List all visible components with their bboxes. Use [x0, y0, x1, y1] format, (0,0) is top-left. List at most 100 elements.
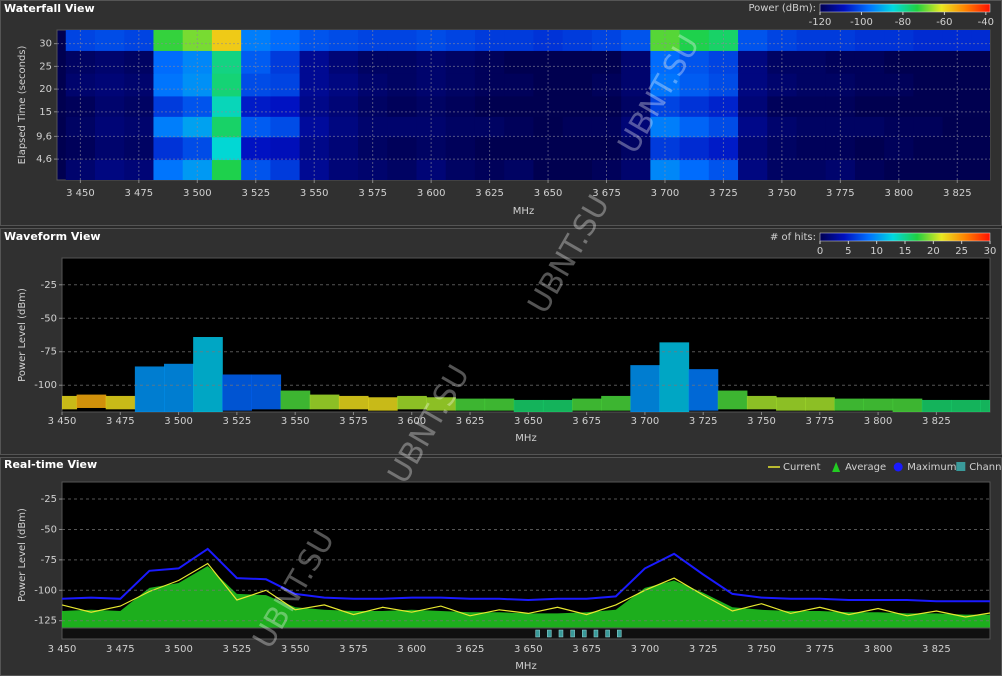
density-band	[688, 369, 719, 411]
heat-cell	[445, 159, 476, 180]
x-tick-label: 3 825	[922, 644, 951, 655]
x-tick-label: 3 675	[572, 416, 601, 427]
heat-cell	[562, 50, 593, 74]
heat-cell	[854, 116, 885, 138]
heat-cell	[504, 30, 534, 51]
heat-cell	[445, 73, 476, 97]
heat-cell	[591, 73, 622, 97]
y-tick-label: -25	[41, 494, 57, 505]
heat-cell	[854, 50, 885, 74]
heat-cell	[153, 30, 184, 51]
legend-label: Average	[845, 462, 886, 473]
heat-cell	[241, 73, 271, 97]
heat-cell	[825, 73, 856, 97]
chart: Real-time View MHz Power Level (dBm) 3 450 3…	[4, 458, 1002, 672]
heat-cell	[796, 30, 827, 51]
x-tick-label: 3 475	[106, 644, 135, 655]
heat-cell	[854, 30, 885, 51]
heat-cell	[738, 136, 768, 161]
heat-cell	[913, 116, 944, 138]
heat-cell	[504, 50, 534, 74]
x-tick-label: 3 775	[805, 416, 834, 427]
heat-cell	[767, 136, 798, 161]
heat-cell	[562, 30, 593, 51]
heat-cell	[708, 136, 739, 161]
heat-cell	[270, 30, 301, 51]
heat-cell	[299, 73, 330, 97]
density-band	[338, 395, 369, 410]
x-tick-label: 3 750	[768, 188, 797, 199]
heat-cell	[971, 50, 990, 74]
legend-label: Maximum	[907, 462, 956, 473]
heat-cell	[825, 30, 856, 51]
heat-cell	[708, 30, 739, 51]
heat-cell	[504, 73, 534, 97]
heat-cell	[358, 73, 388, 97]
x-tick-label: 3 500	[164, 644, 193, 655]
x-tick-label: 3 650	[514, 416, 543, 427]
heat-cell	[796, 136, 827, 161]
heat-cell	[94, 116, 125, 138]
heat-cell	[211, 116, 242, 138]
heat-cell	[358, 159, 388, 180]
y-tick-label: -50	[41, 313, 57, 324]
heat-cell	[182, 73, 213, 97]
heat-cell	[738, 95, 768, 117]
plot	[65, 30, 990, 180]
heat-cell	[679, 50, 710, 74]
heat-cell	[562, 159, 593, 180]
heat-cell	[796, 159, 827, 180]
x-tick-label: 3 700	[631, 416, 660, 427]
x-axis-label: MHz	[513, 206, 534, 217]
heat-cell	[299, 30, 330, 51]
x-tick-label: 3 600	[397, 416, 426, 427]
colorbar-tick-label: 5	[845, 246, 851, 257]
heat-cell	[621, 116, 651, 138]
y-tick-label: 25	[39, 61, 52, 72]
chart: Waterfall View MHz Elapsed Time (seconds) 3…	[4, 2, 994, 217]
x-axis-label: MHz	[515, 433, 536, 444]
heat-cell	[445, 95, 476, 117]
heat-cell	[767, 30, 798, 51]
heat-cell	[504, 136, 534, 161]
heat-cell	[153, 116, 184, 138]
density-band	[76, 394, 107, 408]
legend-swatch	[832, 462, 841, 472]
heat-cell	[767, 73, 798, 97]
heat-cell	[241, 30, 271, 51]
x-tick-label: 3 500	[183, 188, 212, 199]
channel	[547, 629, 552, 638]
panel-title: Waterfall View	[4, 2, 95, 15]
density-band	[950, 399, 981, 412]
heat-cell	[884, 73, 914, 97]
heat-cell	[387, 159, 418, 180]
heat-cell	[211, 50, 242, 74]
channel	[605, 629, 610, 638]
heat-cell	[124, 159, 154, 180]
heat-cell	[562, 136, 593, 161]
x-tick-label: 3 525	[241, 188, 270, 199]
density-band	[426, 397, 456, 411]
heat-cell	[328, 159, 359, 180]
x-tick-label: 3 650	[534, 188, 563, 199]
heat-cell	[124, 73, 154, 97]
heat-cell	[94, 159, 125, 180]
heat-cell	[562, 95, 593, 117]
density-band	[980, 399, 990, 412]
y-tick-label: 30	[39, 39, 52, 50]
density-band	[776, 397, 806, 411]
colorbar-tick-label: 10	[870, 246, 883, 257]
x-tick-label: 3 625	[456, 644, 485, 655]
heat-cell	[504, 159, 534, 180]
density-band	[280, 390, 311, 410]
x-tick-label: 3 725	[689, 416, 718, 427]
heat-cell	[270, 95, 301, 117]
x-tick-label: 3 700	[651, 188, 680, 199]
density-band	[251, 374, 282, 410]
heat-cell	[387, 95, 418, 117]
x-tick-label: 3 825	[922, 416, 951, 427]
heat-cell	[94, 136, 125, 161]
x-tick-label: 3 600	[397, 644, 426, 655]
heat-cell	[679, 95, 710, 117]
